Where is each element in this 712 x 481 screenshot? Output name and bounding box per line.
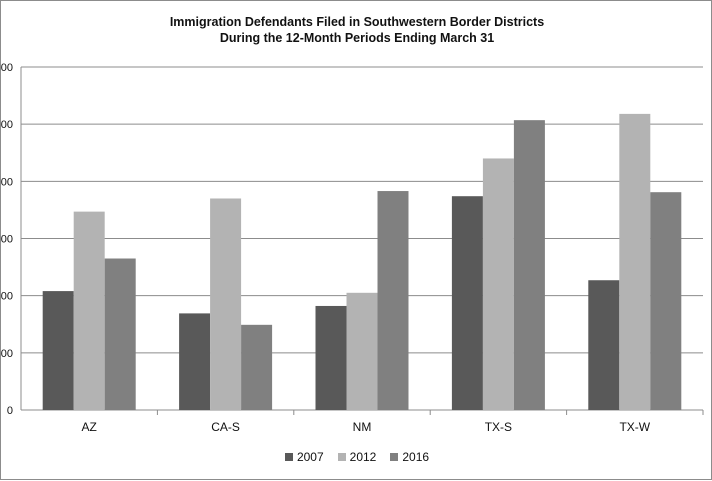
x-tick-label: TX-S: [485, 420, 512, 434]
bar-nm-2012: [346, 292, 378, 410]
bar-tx-w-2016: [650, 192, 682, 410]
legend-item: 2012: [337, 450, 377, 464]
x-tick-label: CA-S: [211, 420, 240, 434]
bar-tx-s-2007: [451, 196, 483, 410]
x-tick-label: NM: [353, 420, 372, 434]
bar-nm-2007: [315, 305, 347, 410]
chart-title-line2: During the 12-Month Periods Ending March…: [219, 31, 495, 45]
legend-label: 2016: [402, 450, 430, 464]
y-tick-label: 000: [1, 62, 13, 74]
y-tick-label: 000: [1, 176, 13, 188]
bar-nm-2016: [377, 191, 409, 410]
bar-az-2016: [104, 258, 136, 410]
legend-item: 2016: [390, 450, 429, 464]
legend-label: 2007: [296, 450, 324, 464]
chart-legend: 2007 2012 2016: [1, 450, 712, 464]
chart-title: Immigration Defendants Filed in Southwes…: [1, 14, 712, 46]
x-tick-label: TX-W: [619, 420, 650, 434]
legend-swatch: [284, 453, 293, 461]
y-tick-label: 000: [1, 119, 13, 131]
y-tick-label: 000: [1, 234, 13, 246]
y-tick-label: 0: [7, 405, 13, 417]
bar-ca-s-2016: [241, 324, 273, 410]
y-tick-label: 000: [1, 291, 13, 303]
bar-az-2012: [73, 211, 105, 410]
x-tick-label: AZ: [82, 420, 97, 434]
legend-item: 2007: [284, 450, 324, 464]
chart-title-line1: Immigration Defendants Filed in Southwes…: [169, 15, 545, 29]
bar-tx-s-2012: [482, 158, 514, 410]
legend-label: 2012: [349, 450, 377, 464]
bar-ca-s-2012: [210, 198, 242, 410]
bar-tx-w-2007: [588, 280, 620, 410]
bar-ca-s-2007: [179, 313, 211, 410]
y-tick-label: 000: [1, 348, 13, 360]
bar-tx-s-2016: [513, 120, 545, 410]
legend-swatch: [390, 453, 399, 461]
bar-tx-w-2012: [619, 113, 651, 411]
bar-az-2007: [42, 291, 74, 410]
legend-swatch: [337, 453, 346, 461]
